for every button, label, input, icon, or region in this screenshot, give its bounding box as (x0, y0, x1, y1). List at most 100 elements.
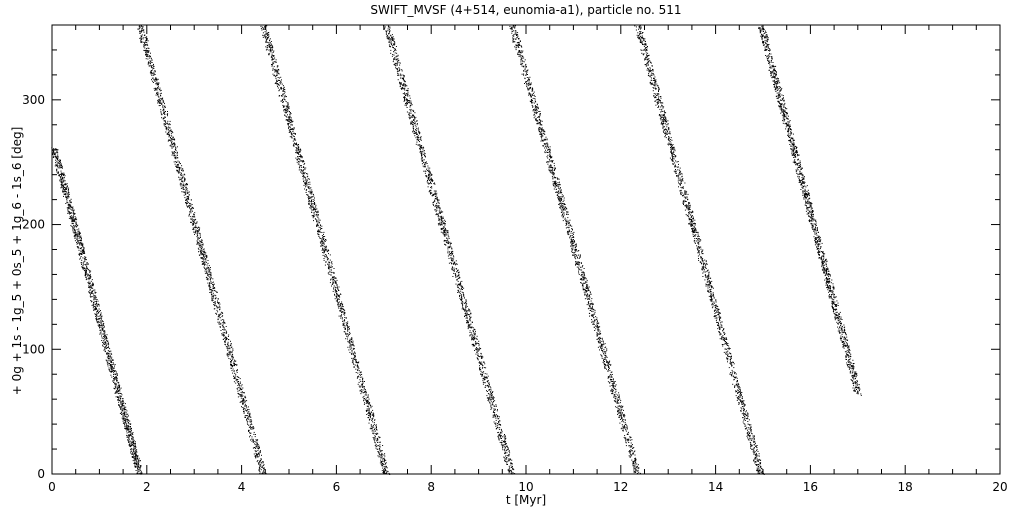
data-point (73, 228, 75, 230)
data-point (167, 111, 168, 112)
data-point (464, 309, 466, 311)
data-point (61, 177, 63, 179)
data-point (224, 341, 226, 343)
data-point (261, 466, 263, 468)
data-point (209, 285, 211, 287)
data-point (468, 324, 470, 326)
data-point (182, 191, 184, 193)
data-point (268, 54, 270, 56)
data-point (276, 70, 278, 72)
data-point (193, 222, 195, 224)
data-point (338, 307, 340, 309)
data-point (208, 265, 210, 267)
data-point (117, 373, 118, 375)
data-point (237, 379, 239, 380)
data-point (369, 416, 371, 418)
data-point (514, 473, 516, 474)
data-point (169, 123, 171, 125)
data-point (128, 444, 130, 446)
data-point (182, 184, 184, 186)
data-point (143, 41, 145, 43)
data-point (226, 352, 228, 354)
data-point (67, 210, 69, 212)
data-point (168, 126, 170, 128)
data-point (279, 80, 281, 81)
data-point (354, 357, 356, 359)
data-point (162, 101, 164, 103)
data-point (458, 273, 460, 275)
data-point (123, 408, 125, 410)
data-point (124, 407, 126, 409)
data-point (350, 345, 352, 347)
data-point (369, 414, 371, 416)
data-point (158, 101, 160, 103)
data-point (111, 365, 113, 367)
data-point (414, 124, 416, 126)
data-point (465, 300, 467, 302)
data-point (159, 90, 161, 92)
data-point (335, 287, 337, 289)
data-point (61, 180, 63, 182)
data-point (57, 156, 59, 158)
data-point (303, 171, 305, 173)
data-point (222, 319, 224, 320)
data-point (271, 55, 273, 57)
data-point (405, 99, 407, 101)
data-point (172, 137, 174, 139)
data-point (65, 196, 67, 198)
data-point (127, 427, 129, 428)
data-point (125, 419, 127, 421)
data-point (90, 285, 92, 287)
data-point (365, 390, 367, 392)
data-point (275, 59, 277, 61)
data-point (317, 211, 319, 213)
data-point (249, 413, 251, 415)
data-point (136, 449, 138, 451)
data-point (126, 417, 128, 419)
data-point (406, 89, 408, 91)
data-point (270, 48, 272, 50)
data-point (122, 405, 123, 407)
data-point (481, 371, 483, 373)
data-point (330, 271, 332, 273)
data-point (368, 403, 370, 405)
data-point (208, 273, 210, 275)
data-point (122, 400, 124, 402)
data-point (321, 225, 323, 227)
data-point (95, 314, 97, 315)
data-point (90, 300, 92, 301)
data-point (490, 400, 492, 402)
data-point (146, 54, 148, 56)
data-point (278, 80, 280, 81)
data-point (109, 360, 111, 362)
data-point (138, 457, 140, 459)
data-point (438, 217, 440, 219)
data-point (157, 93, 159, 95)
data-point (107, 343, 109, 344)
data-point (185, 202, 187, 203)
data-point (210, 274, 212, 276)
data-point (93, 301, 95, 303)
data-point (324, 254, 326, 256)
data-point (63, 189, 65, 191)
data-point (363, 395, 365, 397)
data-point (235, 379, 237, 381)
data-point (105, 350, 106, 352)
data-point (352, 347, 354, 349)
data-point (464, 316, 465, 317)
data-point (417, 138, 419, 140)
data-point (278, 90, 280, 92)
data-point (348, 334, 350, 335)
data-point (207, 266, 209, 268)
data-point (355, 372, 357, 373)
data-point (68, 194, 70, 195)
data-point (126, 428, 128, 430)
data-point (59, 161, 60, 162)
data-point (92, 305, 94, 307)
data-point (92, 304, 94, 306)
data-point (284, 89, 286, 91)
data-point (337, 302, 339, 304)
data-point (309, 203, 311, 205)
data-point (224, 337, 226, 339)
data-point (291, 133, 293, 135)
